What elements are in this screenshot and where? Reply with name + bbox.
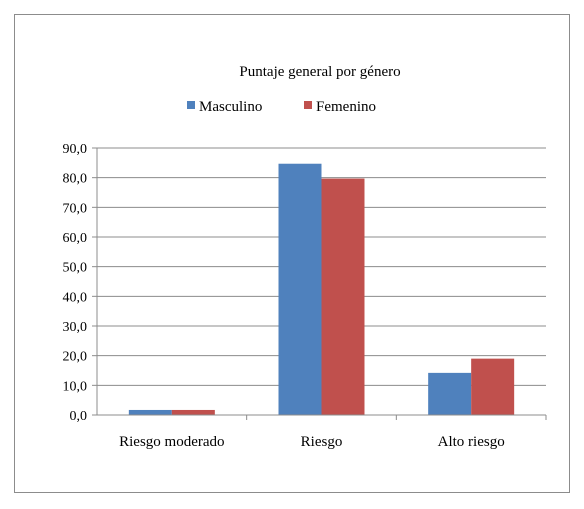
- x-category-label: Riesgo: [301, 434, 343, 450]
- bar-masculino-1: [278, 163, 322, 415]
- legend-label-femenino: Femenino: [316, 99, 376, 115]
- bar-femenino-0: [171, 409, 215, 415]
- x-category-label: Riesgo moderado: [119, 434, 224, 450]
- y-tick-label: 10,0: [63, 379, 88, 394]
- y-tick-labels: 0,0 10,0 20,0 30,0 40,0 50,0 60,0 70,0 80,0 90,0: [63, 142, 88, 424]
- bar-femenino-1: [321, 178, 365, 415]
- y-tick-label: 90,0: [63, 142, 88, 157]
- y-tick-label: 60,0: [63, 231, 88, 246]
- x-category-label: Alto riesgo: [438, 434, 505, 450]
- bar-masculino-2: [428, 372, 472, 415]
- chart-title: Puntaje general por género: [239, 64, 400, 80]
- legend: Masculino Femenino: [187, 99, 376, 115]
- legend-swatch-masculino: [187, 101, 195, 109]
- y-tick-label: 80,0: [63, 172, 88, 187]
- legend-label-masculino: Masculino: [199, 99, 262, 115]
- bars: [128, 163, 515, 415]
- y-tick-label: 30,0: [63, 320, 88, 335]
- bar-femenino-2: [471, 358, 515, 415]
- axes: [96, 148, 546, 416]
- bar-masculino-0: [128, 409, 172, 415]
- y-tick-label: 70,0: [63, 201, 88, 216]
- y-tick-label: 50,0: [63, 261, 88, 276]
- y-tick-label: 20,0: [63, 350, 88, 365]
- x-category-labels: Riesgo moderado Riesgo Alto riesgo: [119, 415, 547, 450]
- legend-swatch-femenino: [304, 101, 312, 109]
- y-tick-label: 0,0: [70, 409, 88, 424]
- y-tick-label: 40,0: [63, 290, 88, 305]
